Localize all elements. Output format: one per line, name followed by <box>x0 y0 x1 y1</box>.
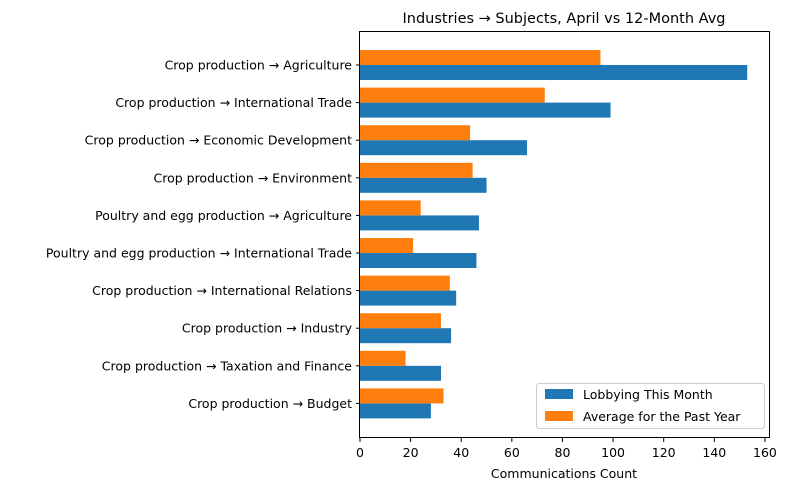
x-tick-label: 0 <box>356 445 364 460</box>
legend-box <box>536 383 765 429</box>
y-tick-label: Crop production → International Trade <box>115 95 352 110</box>
bar-series-1-row-9 <box>360 388 444 404</box>
bar-series-0-row-7 <box>360 328 452 344</box>
y-ticks-group: Crop production → Agriculture Crop produc… <box>46 58 360 411</box>
bar-series-0-row-5 <box>360 253 477 268</box>
y-tick-label: Poultry and egg production → Internation… <box>46 246 352 261</box>
bar-series-1-row-6 <box>360 275 450 291</box>
bars-group <box>360 50 748 419</box>
bar-series-1-row-2 <box>360 125 471 141</box>
y-tick-label: Crop production → Environment <box>153 170 352 185</box>
bar-series-1-row-8 <box>360 350 406 366</box>
bar-series-1-row-7 <box>360 313 441 329</box>
bar-series-1-row-4 <box>360 200 421 216</box>
bar-series-0-row-8 <box>360 365 441 381</box>
bar-series-0-row-3 <box>360 177 487 193</box>
y-tick-label: Poultry and egg production → Agriculture <box>95 208 352 223</box>
x-ticks-group: 0 20 40 60 80 100 120 140 160 <box>356 438 777 460</box>
bar-series-1-row-5 <box>360 238 414 253</box>
x-tick-label: 80 <box>555 445 571 460</box>
bar-series-0-row-9 <box>360 403 431 419</box>
legend-label-series-1: Average for the Past Year <box>583 409 741 424</box>
chart-title: Industries → Subjects, April vs 12-Month… <box>402 11 725 27</box>
x-tick-label: 20 <box>403 445 419 460</box>
x-tick-label: 40 <box>453 445 469 460</box>
y-tick-label: Crop production → International Relation… <box>92 283 352 298</box>
bar-series-0-row-6 <box>360 290 457 306</box>
legend-swatch-series-1 <box>545 411 573 421</box>
legend-label-series-0: Lobbying This Month <box>583 387 713 402</box>
bar-series-0-row-4 <box>360 215 479 231</box>
bar-series-1-row-3 <box>360 162 473 178</box>
y-tick-label: Crop production → Agriculture <box>165 58 353 73</box>
bar-series-0-row-0 <box>360 65 748 80</box>
x-tick-label: 60 <box>504 445 520 460</box>
x-tick-label: 120 <box>652 445 676 460</box>
bar-series-0-row-1 <box>360 102 611 118</box>
x-tick-label: 100 <box>601 445 625 460</box>
y-tick-label: Crop production → Economic Development <box>85 133 352 148</box>
bar-series-1-row-0 <box>360 50 601 65</box>
bar-series-1-row-1 <box>360 87 545 103</box>
legend-swatch-series-0 <box>545 389 573 399</box>
y-tick-label: Crop production → Budget <box>188 396 352 411</box>
y-tick-label: Crop production → Taxation and Finance <box>102 358 353 373</box>
x-tick-label: 160 <box>753 445 777 460</box>
plot-area-frame <box>359 31 770 438</box>
y-tick-label: Crop production → Industry <box>182 321 353 336</box>
bar-series-0-row-2 <box>360 140 528 156</box>
x-tick-label: 140 <box>702 445 726 460</box>
legend: Lobbying This Month Average for the Past… <box>536 383 765 429</box>
x-axis-label: Communications Count <box>491 466 637 481</box>
